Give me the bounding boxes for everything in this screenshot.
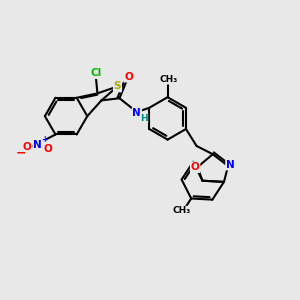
Text: S: S xyxy=(114,82,121,92)
Text: CH₃: CH₃ xyxy=(159,75,178,84)
Text: N: N xyxy=(133,108,141,118)
Text: O: O xyxy=(191,162,200,172)
Text: N: N xyxy=(226,160,235,170)
Text: H: H xyxy=(140,114,148,123)
Text: N: N xyxy=(33,140,42,149)
Text: Cl: Cl xyxy=(90,68,102,78)
Text: −: − xyxy=(16,146,26,160)
Text: +: + xyxy=(41,135,48,144)
Text: O: O xyxy=(44,144,52,154)
Text: CH₃: CH₃ xyxy=(172,206,191,215)
Text: O: O xyxy=(124,72,133,82)
Text: O: O xyxy=(22,142,31,152)
Text: N: N xyxy=(33,140,42,150)
